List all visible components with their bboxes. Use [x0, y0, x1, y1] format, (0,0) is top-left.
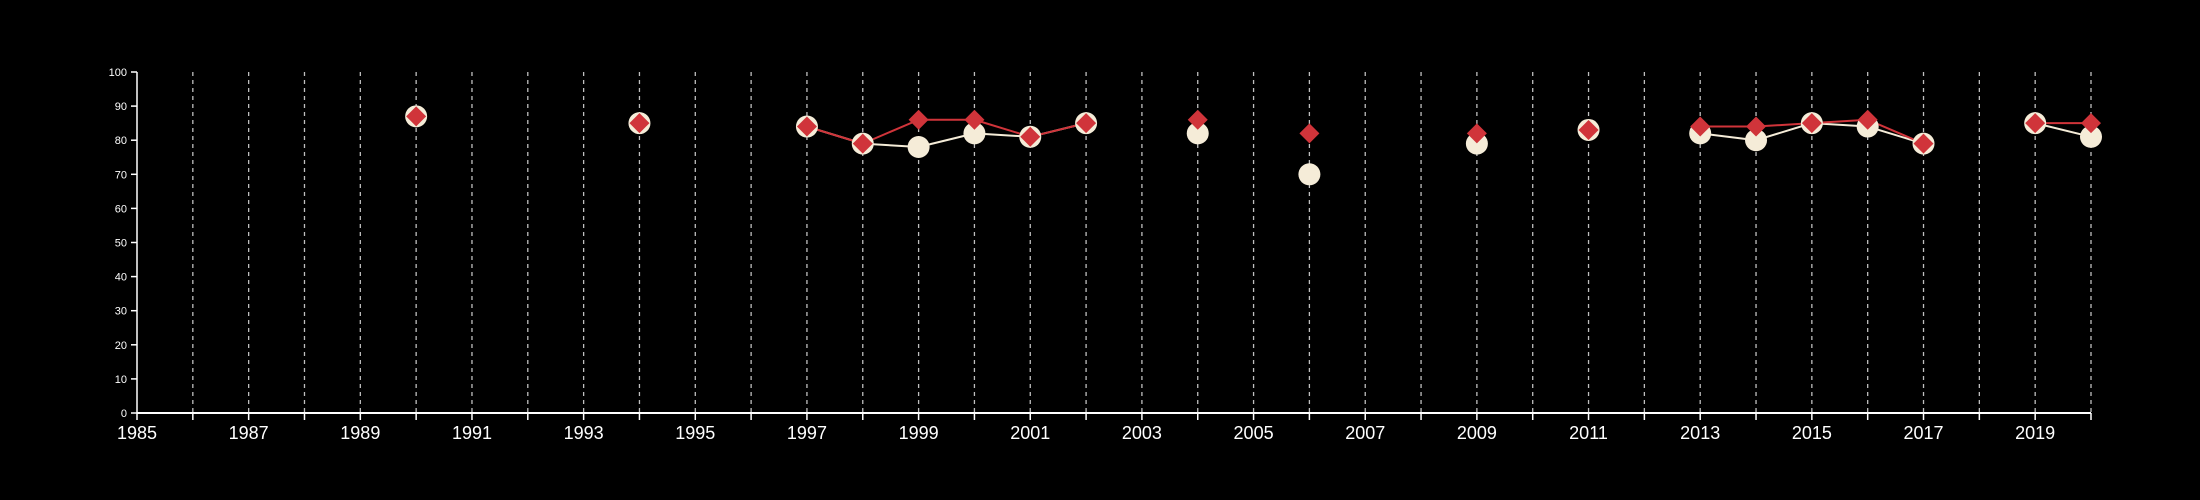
y-tick-label-80: 80: [115, 135, 127, 147]
series-1-point-2002: [1076, 113, 1097, 134]
x-tick-label-1989: 1989: [340, 423, 380, 443]
series-1-point-1994: [629, 113, 650, 134]
series-0-point-2020: [2080, 125, 2102, 148]
series-0-point-2004: [1186, 122, 1209, 145]
series-1-point-1997: [796, 116, 817, 137]
series-1-point-2011: [1578, 119, 1599, 140]
y-tick-label-0: 0: [121, 408, 127, 420]
x-tick-label-1995: 1995: [675, 423, 715, 443]
x-tick-label-2003: 2003: [1122, 423, 1162, 443]
x-tick-label-1985: 1985: [117, 423, 157, 443]
x-tick-label-2013: 2013: [1680, 423, 1720, 443]
series-1-point-1998: [852, 133, 873, 154]
x-tick-label-1987: 1987: [229, 423, 269, 443]
y-tick-label-90: 90: [115, 101, 127, 113]
x-tick-label-2001: 2001: [1010, 423, 1050, 443]
y-tick-label-30: 30: [115, 306, 127, 318]
series-1-point-2006: [1299, 123, 1320, 144]
series-1-point-2000: [964, 109, 985, 130]
x-tick-label-2017: 2017: [1903, 423, 1943, 443]
series-0-point-1999: [907, 136, 930, 159]
x-tick-label-2005: 2005: [1234, 423, 1274, 443]
x-tick-label-2007: 2007: [1345, 423, 1385, 443]
y-tick-label-60: 60: [115, 203, 127, 215]
x-tick-label-1993: 1993: [564, 423, 604, 443]
y-tick-label-10: 10: [115, 374, 127, 386]
series-1-point-2009: [1466, 123, 1487, 144]
x-tick-label-1999: 1999: [899, 423, 939, 443]
y-tick-label-40: 40: [115, 272, 127, 284]
series-1-point-1990: [406, 106, 427, 127]
data-series: [405, 105, 2102, 186]
axes: 0 10 20 30 40 50 60 70 80 90 100 1985 1987 1989 1991 19…: [109, 67, 2092, 443]
series-0-point-2009: [1465, 132, 1488, 155]
series-1-point-2001: [1020, 126, 1041, 147]
x-tick-label-2019: 2019: [2015, 423, 2055, 443]
y-tick-label-20: 20: [115, 340, 127, 352]
x-tick-label-2009: 2009: [1457, 423, 1497, 443]
series-1-point-1999: [908, 109, 929, 130]
series-1-point-2015: [1801, 113, 1822, 134]
series-0-point-2014: [1745, 129, 1768, 152]
series-1-point-2019: [2025, 113, 2046, 134]
series-0-point-2000: [963, 122, 986, 145]
series-1-point-2017: [1913, 133, 1934, 154]
series-1-point-2013: [1690, 116, 1711, 137]
series-1-point-2016: [1857, 109, 1878, 130]
series-0-point-2006: [1298, 163, 1321, 186]
y-tick-label-70: 70: [115, 169, 127, 181]
series-1-point-2014: [1746, 116, 1767, 137]
y-tick-label-100: 100: [109, 67, 127, 79]
series-1-point-2020: [2081, 113, 2101, 134]
y-tick-label-50: 50: [115, 238, 127, 250]
x-tick-label-2011: 2011: [1569, 423, 1608, 443]
x-tick-label-1991: 1991: [452, 423, 492, 443]
x-tick-label-1997: 1997: [787, 423, 827, 443]
series-1-point-2004: [1187, 109, 1208, 130]
x-tick-label-2015: 2015: [1792, 423, 1832, 443]
